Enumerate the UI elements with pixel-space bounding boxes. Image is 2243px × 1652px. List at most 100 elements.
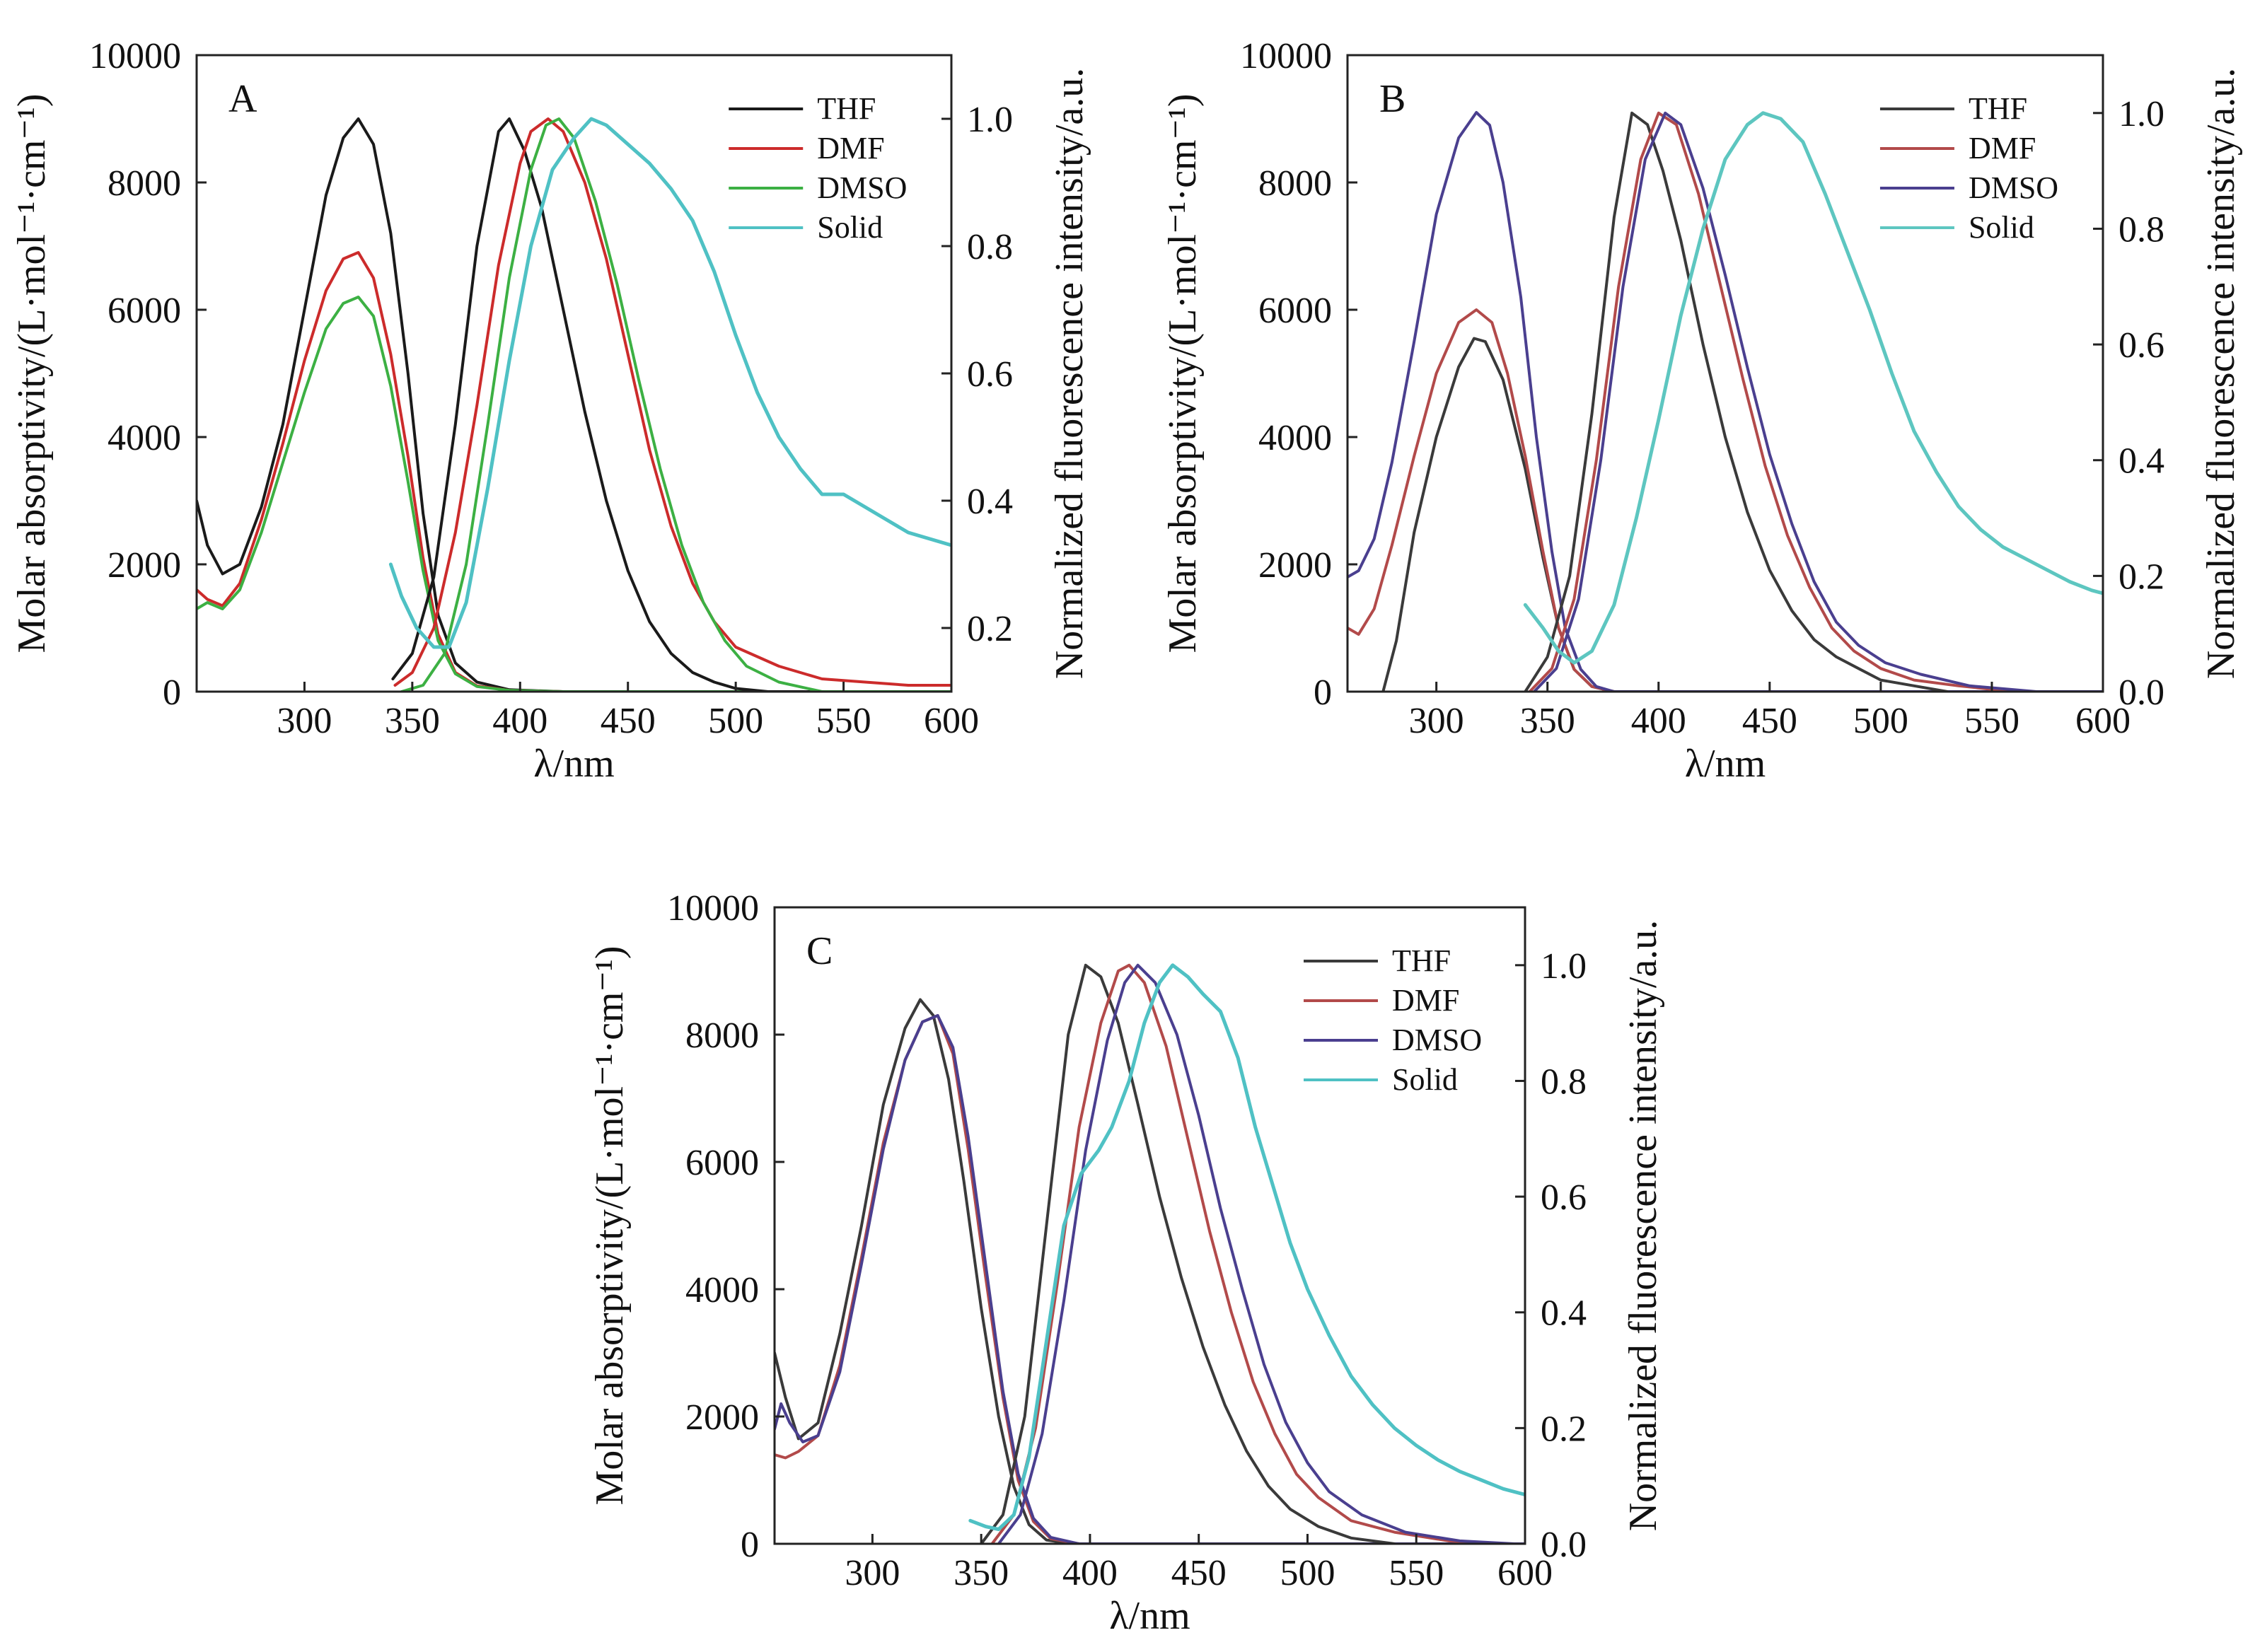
panel-c: 300 350 400 450 500 550 6000200040006000800010… bbox=[588, 888, 1665, 1638]
series-absorption-dmf bbox=[1347, 308, 2103, 692]
series-group bbox=[775, 963, 1525, 1544]
series-fluorescence-dmso bbox=[1532, 111, 2038, 692]
x-tick-label: 450 bbox=[1742, 701, 1797, 741]
y-right-tick-label: 0.6 bbox=[2119, 325, 2164, 366]
y-right-tick-label: 1.0 bbox=[2119, 94, 2164, 134]
series-fluorescence-dmf bbox=[1528, 111, 2016, 692]
y-left-axis-title: Molar absorptivity/(L·mol⁻¹·cm⁻¹) bbox=[10, 94, 54, 653]
x-tick-label: 450 bbox=[601, 701, 656, 741]
y-right-tick-label: 0.8 bbox=[1541, 1061, 1587, 1102]
series-fluorescence-dmso bbox=[400, 117, 824, 692]
x-tick-label: 350 bbox=[385, 701, 440, 741]
x-tick-label: 600 bbox=[2075, 701, 2131, 741]
series-absorption-dmso bbox=[197, 296, 951, 692]
legend-label-dmso: DMSO bbox=[817, 170, 907, 205]
legend-label-thf: THF bbox=[1392, 943, 1451, 978]
plot-frame bbox=[1346, 54, 2104, 693]
legend-label-thf: THF bbox=[817, 91, 876, 126]
y-left-tick-label: 0 bbox=[741, 1525, 759, 1565]
y-left-tick-label: 2000 bbox=[685, 1397, 759, 1438]
y-right-tick-label: 0.4 bbox=[967, 482, 1013, 522]
x-axis-title: λ/nm bbox=[533, 742, 614, 786]
x-tick-label: 600 bbox=[924, 701, 979, 741]
x-tick-label: 600 bbox=[1497, 1553, 1553, 1593]
y-right-tick-label: 0.8 bbox=[967, 227, 1013, 267]
series-group bbox=[1347, 111, 2103, 692]
y-right-tick-label: 0.4 bbox=[1541, 1293, 1587, 1334]
series-fluorescence-dmf bbox=[393, 117, 951, 687]
y-left-tick-label: 8000 bbox=[1258, 163, 1332, 204]
series-fluorescence-thf bbox=[391, 117, 824, 692]
y-left-axis-title: Molar absorptivity/(L·mol⁻¹·cm⁻¹) bbox=[588, 946, 632, 1506]
x-tick-label: 500 bbox=[708, 701, 763, 741]
series-fluorescence-thf bbox=[1524, 111, 1949, 692]
y-right-tick-label: 0.0 bbox=[1541, 1525, 1587, 1565]
y-right-tick-label: 1.0 bbox=[1541, 946, 1587, 987]
legend-label-dmf: DMF bbox=[817, 131, 884, 165]
series-absorption-dmf bbox=[197, 251, 951, 692]
y-right-tick-label: 0.2 bbox=[1541, 1409, 1587, 1449]
legend-label-dmf: DMF bbox=[1969, 131, 2036, 165]
x-axis-title: λ/nm bbox=[1685, 742, 1766, 786]
y-left-tick-label: 4000 bbox=[108, 418, 181, 458]
x-tick-label: 350 bbox=[1520, 701, 1575, 741]
x-tick-label: 400 bbox=[492, 701, 547, 741]
series-fluorescence-dmso bbox=[997, 963, 1516, 1544]
y-right-axis-title: Normalized fluorescence intensity/a.u. bbox=[1621, 920, 1665, 1532]
series-absorption-dmso bbox=[1347, 111, 2103, 692]
x-tick-label: 400 bbox=[1631, 701, 1686, 741]
series-fluorescence-solid bbox=[1523, 111, 2103, 665]
y-left-tick-label: 8000 bbox=[108, 163, 181, 204]
y-left-tick-label: 8000 bbox=[685, 1016, 759, 1056]
series-absorption-thf bbox=[1381, 337, 2103, 692]
x-tick-label: 550 bbox=[1389, 1553, 1444, 1593]
x-tick-label: 300 bbox=[845, 1553, 900, 1593]
legend-label-dmso: DMSO bbox=[1392, 1023, 1482, 1057]
series-group bbox=[197, 117, 951, 692]
series-fluorescence-thf bbox=[980, 963, 1396, 1544]
legend-label-solid: Solid bbox=[1969, 210, 2034, 245]
x-axis-title: λ/nm bbox=[1109, 1594, 1190, 1638]
legend-label-dmf: DMF bbox=[1392, 983, 1459, 1018]
y-right-tick-label: 0.4 bbox=[2119, 441, 2164, 482]
x-tick-label: 300 bbox=[277, 701, 332, 741]
legend-label-thf: THF bbox=[1969, 91, 2027, 126]
y-left-tick-label: 6000 bbox=[108, 291, 181, 331]
legend-label-dmso: DMSO bbox=[1969, 170, 2058, 205]
y-left-tick-label: 4000 bbox=[1258, 418, 1332, 458]
y-left-tick-label: 0 bbox=[1314, 673, 1332, 713]
y-left-tick-label: 4000 bbox=[685, 1270, 759, 1310]
y-right-tick-label: 0.2 bbox=[2119, 557, 2164, 597]
x-tick-label: 500 bbox=[1853, 701, 1908, 741]
y-right-tick-label: 0.2 bbox=[967, 609, 1013, 649]
y-left-tick-label: 6000 bbox=[685, 1143, 759, 1183]
series-absorption-thf bbox=[197, 117, 951, 692]
x-tick-label: 300 bbox=[1409, 701, 1464, 741]
y-right-tick-label: 0.0 bbox=[2119, 673, 2164, 713]
series-fluorescence-solid bbox=[388, 117, 951, 649]
y-right-tick-label: 0.6 bbox=[1541, 1177, 1587, 1218]
panel-label: B bbox=[1379, 77, 1406, 121]
panel-b: 300 350 400 450 500 550 6000200040006000800010… bbox=[1161, 36, 2243, 786]
y-right-tick-label: 0.6 bbox=[967, 354, 1013, 395]
panel-label: A bbox=[228, 77, 257, 121]
y-right-tick-label: 1.0 bbox=[967, 100, 1013, 140]
y-right-axis-title: Normalized fluorescence intensity/a.u. bbox=[1048, 68, 1091, 680]
x-tick-label: 550 bbox=[1964, 701, 2019, 741]
legend-label-solid: Solid bbox=[1392, 1062, 1458, 1097]
y-left-axis-title: Molar absorptivity/(L·mol⁻¹·cm⁻¹) bbox=[1161, 94, 1205, 653]
y-left-tick-label: 0 bbox=[163, 673, 181, 713]
y-left-tick-label: 10000 bbox=[1240, 36, 1332, 76]
panel-a: 300 350 400 450 500 550 6000200040006000800010… bbox=[10, 36, 1091, 786]
x-tick-label: 350 bbox=[954, 1553, 1009, 1593]
y-right-axis-title: Normalized fluorescence intensity/a.u. bbox=[2199, 68, 2243, 680]
plot-frame bbox=[773, 906, 1526, 1545]
y-right-tick-label: 0.8 bbox=[2119, 209, 2164, 250]
y-left-tick-label: 10000 bbox=[667, 888, 759, 929]
legend-label-solid: Solid bbox=[817, 210, 883, 245]
panel-label: C bbox=[806, 929, 833, 973]
x-tick-label: 500 bbox=[1280, 1553, 1335, 1593]
y-left-tick-label: 6000 bbox=[1258, 291, 1332, 331]
y-left-tick-label: 10000 bbox=[89, 36, 181, 76]
